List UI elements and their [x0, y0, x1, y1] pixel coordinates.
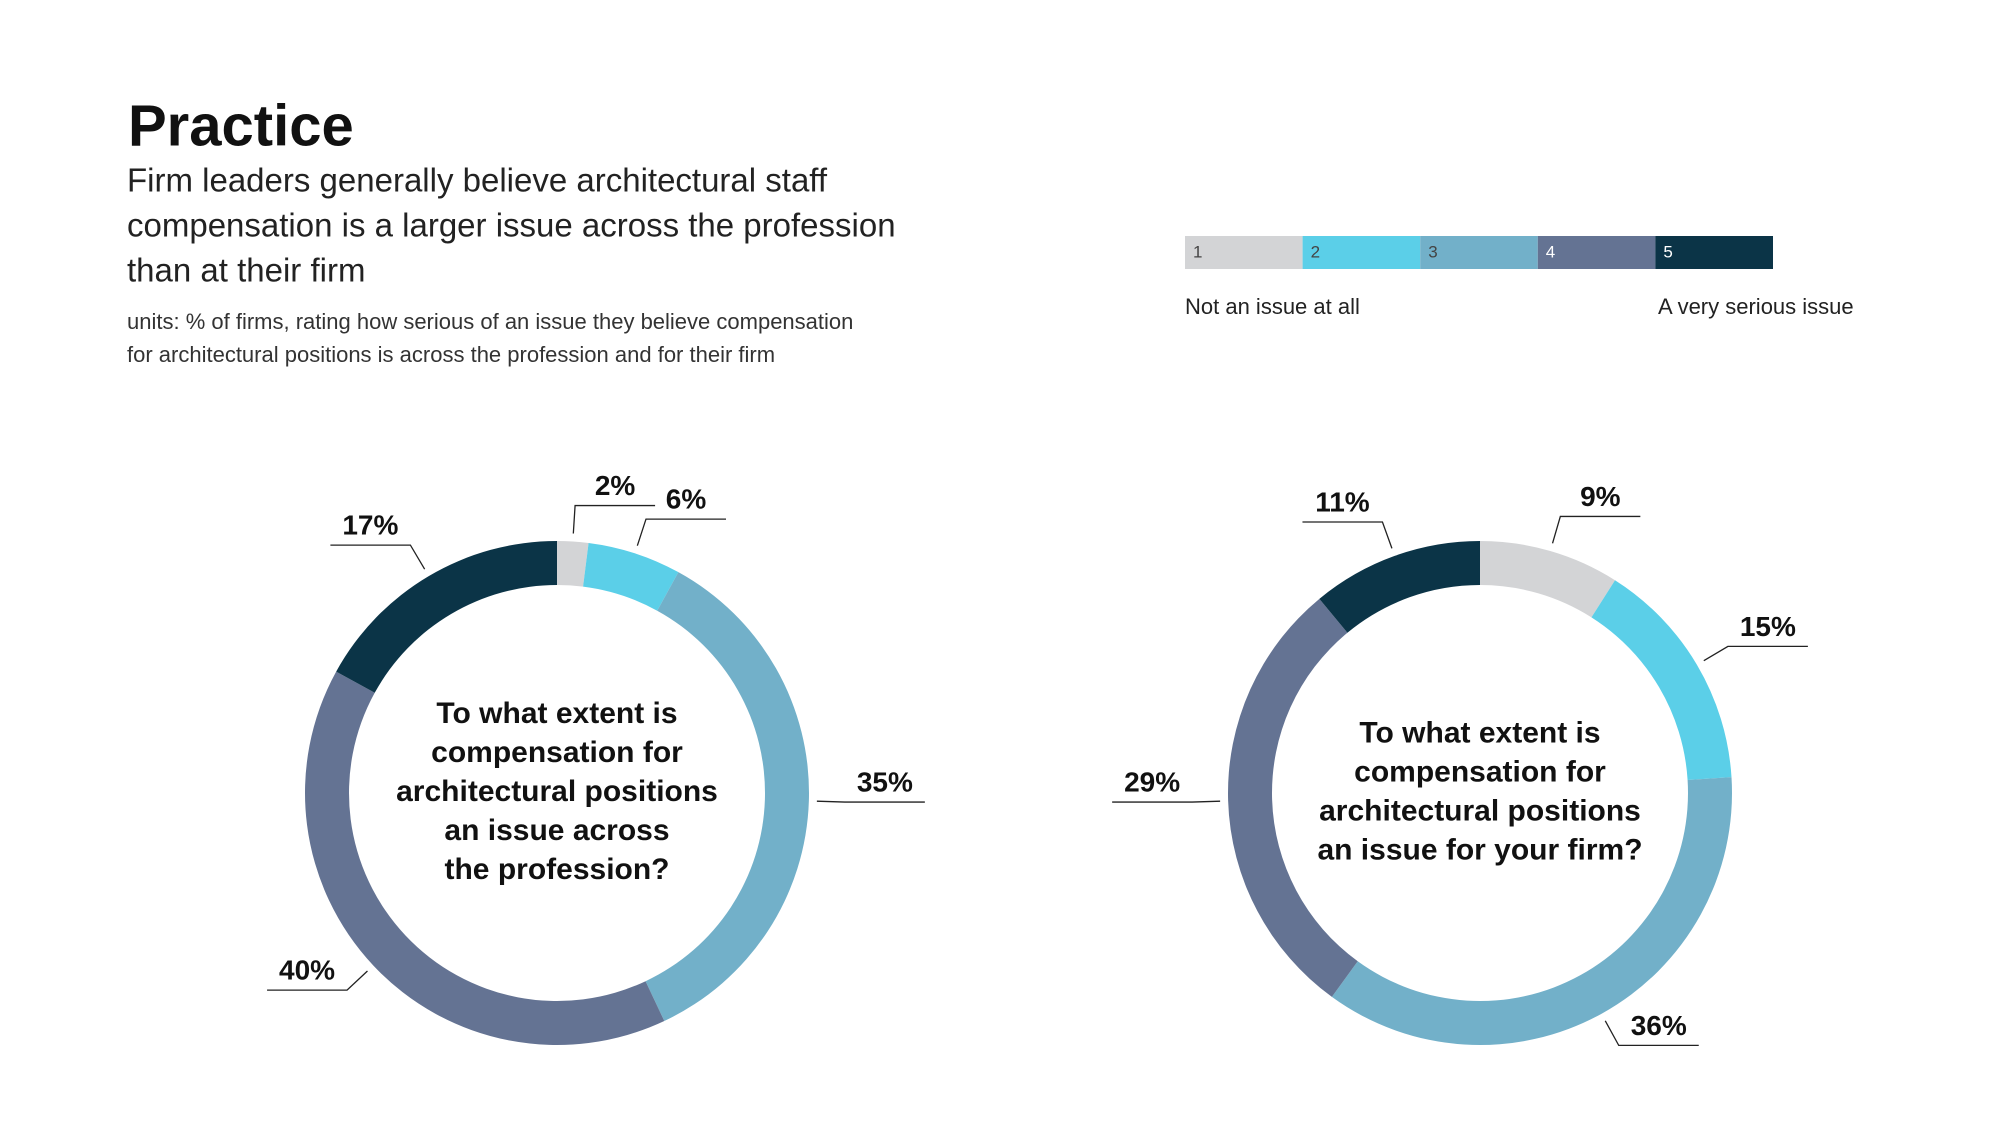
center-question: an issue across — [444, 814, 669, 847]
value-label: 6% — [666, 483, 707, 514]
donut-segment — [1591, 580, 1732, 780]
value-label: 15% — [1740, 611, 1796, 642]
legend-label: 1 — [1193, 242, 1202, 261]
donut-segment — [645, 572, 810, 1022]
value-label: 35% — [857, 766, 913, 797]
center-question: architectural positions — [396, 775, 718, 808]
page-title: Practice — [128, 93, 354, 158]
subtitle-line: compensation is a larger issue across th… — [127, 207, 896, 244]
leader-line — [1551, 515, 1641, 544]
value-label: 29% — [1124, 766, 1180, 797]
legend-low-label: Not an issue at all — [1185, 294, 1360, 319]
donut-segment — [1480, 541, 1616, 618]
value-label: 9% — [1580, 481, 1621, 512]
legend-label: 3 — [1428, 242, 1437, 261]
leader-line — [1302, 521, 1393, 549]
leader-line — [1703, 645, 1808, 662]
leader-line — [572, 504, 656, 534]
center-question: architectural positions — [1319, 794, 1641, 827]
leader-line — [267, 970, 368, 991]
donut-segment — [583, 542, 679, 611]
leader-line — [636, 518, 726, 546]
donut-segment — [1319, 541, 1480, 633]
leader-line — [330, 544, 426, 570]
leader-line — [1604, 1020, 1699, 1047]
donut-segment — [557, 541, 589, 587]
value-label: 36% — [1631, 1010, 1687, 1041]
subtitle-line: Firm leaders generally believe architect… — [127, 162, 828, 199]
subtitle-line: than at their firm — [127, 252, 365, 289]
legend-label: 2 — [1311, 242, 1320, 261]
center-question: To what extent is — [436, 697, 677, 730]
legend-label: 4 — [1546, 242, 1555, 261]
legend-swatch — [1420, 236, 1538, 269]
legend-swatch — [1655, 236, 1773, 269]
center-question: compensation for — [1354, 755, 1606, 788]
donut-segment — [1331, 777, 1732, 1045]
legend-swatch — [1185, 236, 1303, 269]
legend-swatch — [1537, 236, 1656, 269]
leader-line — [816, 800, 925, 803]
center-question: compensation for — [431, 736, 683, 769]
value-label: 11% — [1315, 486, 1370, 517]
legend-swatch — [1302, 236, 1421, 269]
donut-segment — [1228, 598, 1358, 997]
legend-high-label: A very serious issue — [1658, 294, 1854, 319]
donut-segment — [304, 671, 665, 1046]
units-note: units: % of firms, rating how serious of… — [127, 309, 853, 334]
center-question: the profession? — [444, 853, 669, 886]
center-question: To what extent is — [1359, 716, 1600, 749]
value-label: 17% — [342, 509, 398, 540]
value-label: 2% — [595, 470, 636, 501]
legend-label: 5 — [1663, 242, 1672, 261]
units-note: for architectural positions is across th… — [127, 342, 775, 367]
donut-segment — [336, 541, 557, 693]
value-label: 40% — [279, 955, 335, 986]
leader-line — [1112, 800, 1221, 803]
center-question: an issue for your firm? — [1317, 833, 1642, 866]
